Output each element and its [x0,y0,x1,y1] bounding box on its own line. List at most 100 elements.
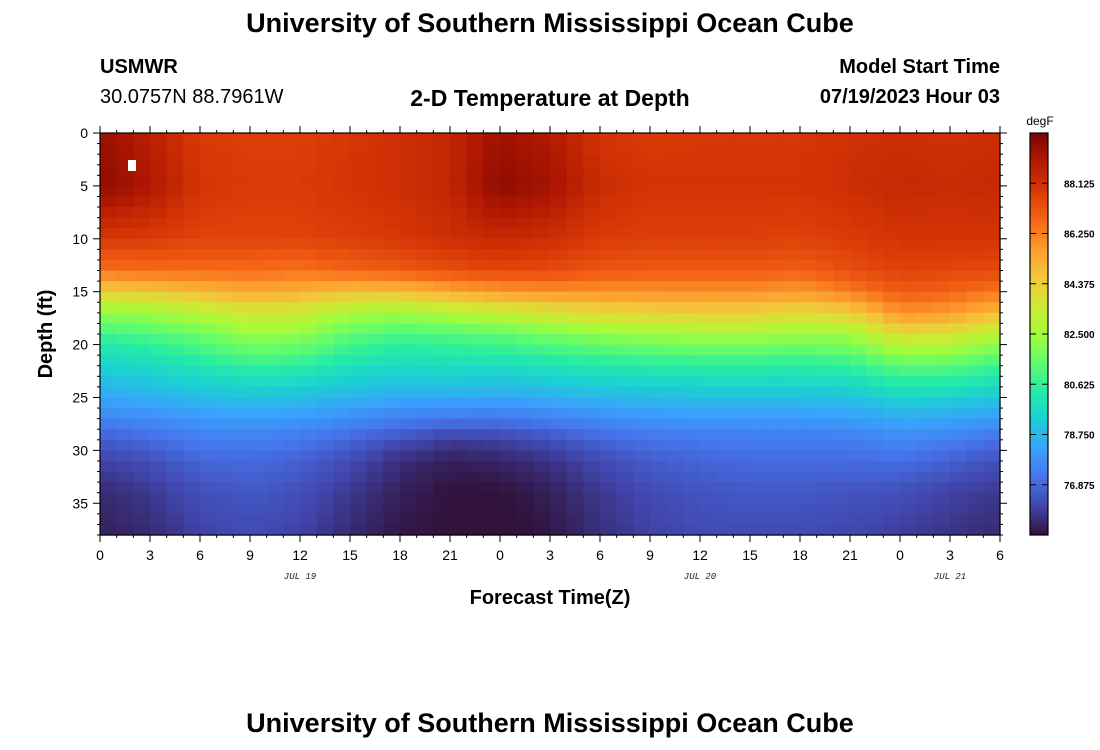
heatmap-cell [433,365,451,377]
heatmap-cell [116,164,134,176]
heatmap-cell [300,344,318,356]
heatmap-cell [950,344,968,356]
heatmap-cell [116,492,134,504]
plot-title: 2-D Temperature at Depth [410,85,690,111]
heatmap-cell [916,281,934,293]
heatmap-cell [666,365,684,377]
heatmap-cell [866,154,884,166]
heatmap-cell [216,133,234,145]
heatmap-cell [800,439,818,451]
heatmap-cell [266,175,284,187]
heatmap-cell [150,418,168,430]
heatmap-cell [666,408,684,420]
heatmap-cell [816,492,834,504]
heatmap-cell [933,302,951,314]
heatmap-cell [866,365,884,377]
heatmap-cell [316,450,334,462]
heatmap-cell [250,460,268,473]
heatmap-cell [100,513,118,526]
heatmap-cell [350,482,368,494]
heatmap-cell [350,270,368,282]
heatmap-cell [950,143,968,155]
heatmap-cell [283,386,301,399]
heatmap-cell [683,196,701,208]
heatmap-cell [533,344,551,356]
heatmap-cell [233,185,251,198]
heatmap-cell [533,164,551,176]
heatmap-cell [900,312,918,325]
heatmap-cell [600,175,618,187]
heatmap-cell [450,482,468,494]
heatmap-cell [416,450,434,462]
heatmap-cell [633,397,651,409]
heatmap-cell [683,270,701,282]
y-tick-label: 5 [80,178,88,194]
heatmap-cell [516,323,534,335]
heatmap-cell [166,249,184,261]
heatmap-cell [333,217,351,229]
heatmap-cell [500,386,518,399]
heatmap-cell [550,439,568,451]
heatmap-cell [250,418,268,430]
heatmap-cell [783,429,801,441]
heatmap-cell [600,249,618,261]
heatmap-cell [250,471,268,483]
heatmap-cell [866,513,884,526]
heatmap-cell [966,524,984,536]
heatmap-cell [416,281,434,293]
heatmap-cell [666,344,684,356]
heatmap-cell [333,450,351,462]
heatmap-cell [816,259,834,272]
heatmap-cell [816,524,834,536]
heatmap-cell [483,344,501,356]
heatmap-cell [866,302,884,314]
heatmap-cell [450,344,468,356]
heatmap-cell [433,175,451,187]
heatmap-cell [750,175,768,187]
heatmap-cell [250,164,268,176]
heatmap-cell [183,249,201,261]
heatmap-cell [600,207,618,219]
heatmap-cell [450,460,468,473]
heatmap-cell [383,344,401,356]
heatmap-cell [233,291,251,303]
heatmap-cell [666,217,684,229]
heatmap-cell [333,376,351,388]
heatmap-cell [616,249,634,261]
heatmap-cell [416,164,434,176]
heatmap-cell [933,207,951,219]
heatmap-cell [850,408,868,420]
heatmap-cell [950,238,968,250]
heatmap-cell [900,175,918,187]
heatmap-cell [650,365,668,377]
heatmap-cell [883,143,901,155]
heatmap-cell [433,323,451,335]
heatmap-cell [733,133,751,145]
heatmap-cell [200,302,218,314]
heatmap-cell [183,408,201,420]
heatmap-cell [833,228,851,240]
heatmap-cell [416,344,434,356]
heatmap-cell [716,259,734,272]
heatmap-cell [433,503,451,515]
heatmap-cell [383,471,401,483]
heatmap-cell [966,418,984,430]
heatmap-cell [600,164,618,176]
heatmap-cell [800,259,818,272]
heatmap-cell [433,185,451,198]
heatmap-cell [150,429,168,441]
heatmap-cell [800,334,818,346]
x-tick-label: 15 [342,547,358,563]
heatmap-cell [550,175,568,187]
heatmap-cell [883,429,901,441]
heatmap-cell [850,238,868,250]
heatmap-cell [333,249,351,261]
heatmap-cell [750,270,768,282]
heatmap-cell [350,418,368,430]
heatmap-cell [816,450,834,462]
heatmap-cell [150,513,168,526]
heatmap-cell [600,355,618,367]
heatmap-cell [716,397,734,409]
heatmap-cell [983,397,1001,409]
heatmap-cell [816,312,834,325]
